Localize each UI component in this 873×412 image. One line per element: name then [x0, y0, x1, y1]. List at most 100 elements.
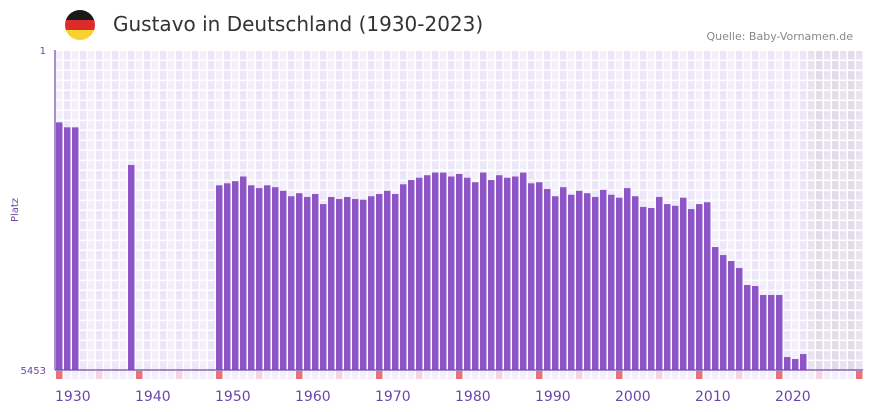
- bar-1987[interactable]: [512, 176, 519, 370]
- bar-1951[interactable]: [224, 183, 231, 370]
- bar-1993[interactable]: [560, 187, 567, 370]
- grid-cell: [824, 121, 831, 130]
- bar-1966[interactable]: [344, 196, 351, 370]
- bar-1972[interactable]: [392, 193, 399, 370]
- bar-1994[interactable]: [568, 194, 575, 370]
- bar-1981[interactable]: [464, 177, 471, 370]
- bar-1995[interactable]: [576, 190, 583, 370]
- bar-1978[interactable]: [440, 172, 447, 370]
- grid-cell: [544, 171, 551, 180]
- bar-1973[interactable]: [400, 184, 407, 370]
- bar-1970[interactable]: [376, 193, 383, 370]
- grid-cell: [136, 261, 143, 270]
- grid-cell: [312, 161, 319, 170]
- bar-1971[interactable]: [384, 190, 391, 370]
- bar-1979[interactable]: [448, 176, 455, 370]
- bar-2003[interactable]: [640, 206, 647, 370]
- bar-1986[interactable]: [504, 177, 511, 370]
- bar-1975[interactable]: [416, 177, 423, 370]
- bar-2023[interactable]: [800, 354, 807, 370]
- bar-1996[interactable]: [584, 193, 591, 370]
- bar-1932[interactable]: [72, 127, 79, 370]
- grid-cell: [424, 141, 431, 150]
- bar-2014[interactable]: [728, 261, 735, 370]
- bar-1992[interactable]: [552, 196, 559, 370]
- grid-cell: [824, 301, 831, 310]
- year-marker: [824, 371, 831, 379]
- bar-2004[interactable]: [648, 208, 655, 370]
- grid-cell: [592, 111, 599, 120]
- bar-1977[interactable]: [432, 172, 439, 370]
- bar-2005[interactable]: [656, 196, 663, 370]
- bar-1955[interactable]: [256, 188, 263, 370]
- bar-2022[interactable]: [792, 359, 799, 370]
- grid-cell: [720, 221, 727, 230]
- grid-cell: [272, 141, 279, 150]
- year-markers: [56, 371, 863, 379]
- bar-2002[interactable]: [632, 196, 639, 370]
- grid-cell: [400, 71, 407, 80]
- grid-cell: [120, 191, 127, 200]
- bar-2009[interactable]: [688, 209, 695, 370]
- bar-1990[interactable]: [536, 182, 543, 370]
- grid-cell: [712, 211, 719, 220]
- bar-1980[interactable]: [456, 173, 463, 370]
- grid-cell: [504, 171, 511, 180]
- bar-2008[interactable]: [680, 197, 687, 370]
- bar-1962[interactable]: [312, 193, 319, 370]
- bar-2001[interactable]: [624, 188, 631, 370]
- bar-1939[interactable]: [128, 164, 135, 370]
- bar-1958[interactable]: [280, 190, 287, 370]
- bar-2021[interactable]: [784, 357, 791, 370]
- bar-1961[interactable]: [304, 196, 311, 370]
- bar-1985[interactable]: [496, 175, 503, 370]
- bar-2016[interactable]: [744, 285, 751, 370]
- year-marker: [728, 371, 735, 379]
- bar-2020[interactable]: [776, 295, 783, 370]
- bar-1953[interactable]: [240, 176, 247, 370]
- grid-cell: [344, 191, 351, 200]
- bar-1931[interactable]: [64, 127, 71, 370]
- bar-1997[interactable]: [592, 196, 599, 370]
- bar-1957[interactable]: [272, 187, 279, 370]
- bar-1963[interactable]: [320, 204, 327, 370]
- bar-1930[interactable]: [56, 122, 63, 371]
- bar-1989[interactable]: [528, 183, 535, 370]
- bar-1960[interactable]: [296, 193, 303, 370]
- grid-cell: [536, 161, 543, 170]
- grid-cell: [776, 141, 783, 150]
- bar-1952[interactable]: [232, 181, 239, 370]
- bar-1998[interactable]: [600, 189, 607, 370]
- bar-1983[interactable]: [480, 172, 487, 370]
- bar-1959[interactable]: [288, 196, 295, 370]
- bar-1982[interactable]: [472, 182, 479, 370]
- bar-1950[interactable]: [216, 185, 223, 370]
- bar-2011[interactable]: [704, 202, 711, 370]
- bar-1964[interactable]: [328, 196, 335, 370]
- bar-1969[interactable]: [368, 196, 375, 370]
- bar-1965[interactable]: [336, 199, 343, 370]
- bar-1956[interactable]: [264, 185, 271, 370]
- bar-2019[interactable]: [768, 295, 775, 370]
- bar-1967[interactable]: [352, 199, 359, 370]
- bar-2006[interactable]: [664, 204, 671, 370]
- bar-1976[interactable]: [424, 175, 431, 370]
- bar-1954[interactable]: [248, 185, 255, 370]
- bar-1984[interactable]: [488, 180, 495, 370]
- grid-cell: [192, 111, 199, 120]
- bar-2017[interactable]: [752, 286, 759, 370]
- bar-1991[interactable]: [544, 189, 551, 370]
- bar-2000[interactable]: [616, 197, 623, 370]
- bar-2018[interactable]: [760, 295, 767, 370]
- bar-1974[interactable]: [408, 180, 415, 370]
- bar-2007[interactable]: [672, 205, 679, 370]
- grid-cell: [152, 241, 159, 250]
- bar-1968[interactable]: [360, 199, 367, 370]
- bar-1988[interactable]: [520, 172, 527, 370]
- bar-2012[interactable]: [712, 247, 719, 370]
- bar-2010[interactable]: [696, 204, 703, 370]
- bar-2015[interactable]: [736, 267, 743, 370]
- grid-cell: [712, 171, 719, 180]
- bar-1999[interactable]: [608, 194, 615, 370]
- bar-2013[interactable]: [720, 255, 727, 370]
